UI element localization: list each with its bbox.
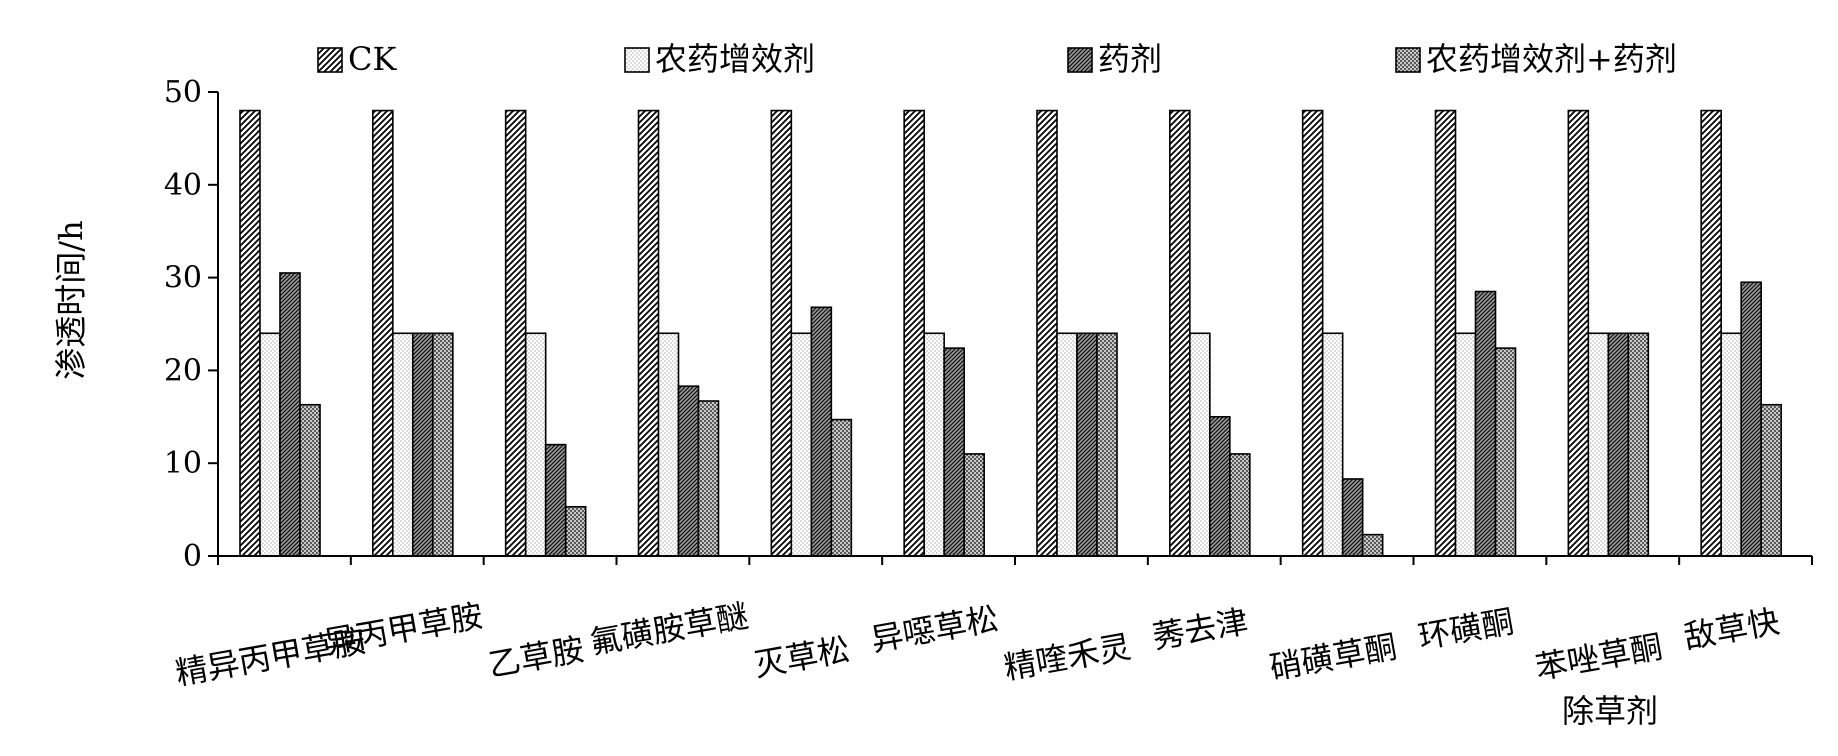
legend-label: 农药增效剂 — [655, 40, 815, 78]
bar-1-11 — [1567, 109, 1590, 557]
x-axis — [217, 555, 1813, 565]
y-axis-title: 渗透时间/h — [52, 220, 90, 379]
bar-4-10 — [1494, 347, 1517, 557]
bar-2-9 — [1321, 332, 1344, 557]
bar-4-11 — [1627, 332, 1650, 557]
bar-1-9 — [1301, 109, 1324, 557]
bar-2-7 — [1056, 332, 1078, 557]
bar-2-12 — [1720, 332, 1742, 557]
bar-3-11 — [1607, 332, 1630, 557]
category-label: 敌草快 — [1681, 602, 1782, 656]
bar-3-2 — [412, 332, 434, 557]
bar-3-7 — [1076, 332, 1098, 557]
bar-2-8 — [1189, 332, 1211, 557]
bar-1-12 — [1700, 109, 1722, 557]
category-label: 灭草松 — [751, 630, 852, 684]
legend-swatch — [1067, 47, 1093, 73]
bar-1-7 — [1036, 109, 1058, 557]
category-label: 乙草胺 — [486, 630, 587, 684]
bar-4-3 — [564, 506, 587, 557]
bar-1-10 — [1434, 109, 1457, 557]
category-label: 苯唑草酮 — [1533, 627, 1666, 687]
category-label: 环磺酮 — [1415, 602, 1516, 656]
y-axis: 0 10 20 30 40 50 — [164, 75, 219, 574]
bar-4-6 — [963, 453, 985, 557]
bar-3-12 — [1740, 281, 1762, 557]
legend-label: 药剂 — [1098, 40, 1162, 78]
category-label: 硝磺草酮 — [1267, 627, 1400, 687]
category-label: 氟磺胺草醚 — [587, 597, 751, 662]
y-tick-label: 40 — [164, 168, 202, 203]
bar-3-6 — [943, 347, 965, 557]
legend: CK 农药增效剂 药剂 农药增效剂+药剂 — [317, 40, 1677, 78]
bar-1-2 — [372, 109, 394, 557]
y-tick-label: 10 — [164, 446, 202, 481]
bar-4-1 — [299, 403, 321, 557]
x-axis-title: 除草剂 — [1562, 692, 1658, 730]
bar-1-6 — [903, 109, 925, 557]
y-tick-label: 0 — [183, 539, 202, 574]
bar-3-9 — [1341, 478, 1364, 557]
legend-swatch — [317, 47, 343, 73]
bar-4-8 — [1229, 453, 1251, 557]
y-tick-label: 50 — [164, 75, 202, 110]
bar-4-7 — [1096, 332, 1118, 557]
bar-1-5 — [770, 109, 793, 557]
bar-2-10 — [1454, 332, 1477, 557]
bar-1-4 — [637, 109, 660, 557]
bar-2-3 — [524, 332, 547, 557]
bar-4-5 — [830, 418, 853, 557]
bar-4-2 — [432, 332, 454, 557]
legend-swatch — [624, 47, 650, 73]
bar-3-5 — [810, 306, 833, 557]
y-tick-label: 20 — [164, 353, 202, 388]
category-label: 精喹禾灵 — [1001, 627, 1134, 687]
bar-4-9 — [1361, 533, 1384, 557]
bar-3-1 — [279, 272, 301, 557]
bar-4-4 — [697, 400, 720, 557]
y-tick-label: 30 — [164, 261, 202, 296]
bar-2-2 — [392, 332, 414, 557]
bar-1-1 — [239, 109, 261, 557]
bar-2-4 — [657, 332, 680, 557]
bar-3-3 — [544, 443, 567, 557]
category-label: 异丙甲草胺 — [321, 597, 485, 662]
bar-2-11 — [1587, 332, 1610, 557]
bar-3-10 — [1474, 290, 1497, 557]
category-label: 异噁草松 — [868, 599, 1001, 659]
bar-4-12 — [1760, 403, 1782, 557]
bar-2-1 — [259, 332, 281, 557]
category-label: 莠去津 — [1150, 602, 1251, 656]
legend-label: CK — [348, 40, 397, 78]
legend-swatch — [1395, 47, 1421, 73]
bar-1-3 — [504, 109, 527, 557]
legend-label: 农药增效剂+药剂 — [1426, 40, 1677, 78]
bar-2-6 — [923, 332, 945, 557]
bar-3-4 — [677, 385, 700, 557]
bar-1-8 — [1169, 109, 1191, 557]
bar-2-5 — [790, 332, 813, 557]
bar-3-8 — [1209, 415, 1231, 557]
bars — [239, 109, 1782, 557]
